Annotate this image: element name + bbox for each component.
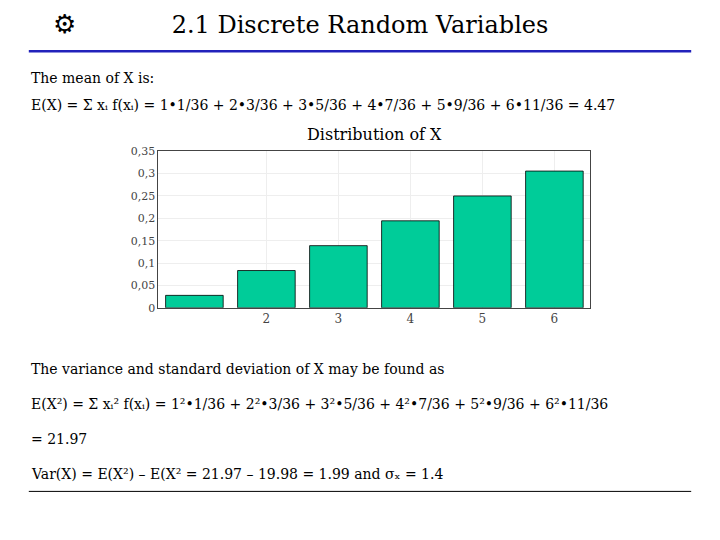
svg-text:4: 4 (407, 312, 415, 326)
svg-text:0,05: 0,05 (131, 279, 156, 292)
svg-text:0,25: 0,25 (131, 190, 156, 203)
svg-text:= 21.97: = 21.97 (31, 431, 87, 447)
svg-text:E(X) = Σ xᵢ f(xᵢ) = 1•1/36 + 2: E(X) = Σ xᵢ f(xᵢ) = 1•1/36 + 2•3/36 + 3•… (31, 97, 615, 113)
svg-text:The variance and standard devi: The variance and standard deviation of X… (31, 361, 445, 377)
svg-text:3: 3 (335, 312, 343, 326)
svg-text:0,2: 0,2 (138, 212, 156, 225)
svg-text:0,15: 0,15 (131, 235, 156, 248)
svg-text:5: 5 (479, 312, 487, 326)
svg-text:0,1: 0,1 (138, 257, 156, 270)
svg-text:0,3: 0,3 (138, 167, 156, 180)
svg-text:2.1 Discrete Random Variables: 2.1 Discrete Random Variables (172, 11, 549, 39)
svg-text:⚙: ⚙ (53, 9, 76, 39)
svg-text:E(X²) = Σ xᵢ² f(xᵢ) = 1²•1/36: E(X²) = Σ xᵢ² f(xᵢ) = 1²•1/36 + 2²•3/36 … (31, 396, 608, 412)
svg-text:Var(X) = E(X²) – E(X² = 21.97: Var(X) = E(X²) – E(X² = 21.97 – 19.98 = … (31, 466, 443, 482)
svg-text:Distribution of X: Distribution of X (307, 125, 442, 144)
svg-text:2: 2 (263, 312, 271, 326)
svg-text:The mean of X is:: The mean of X is: (31, 70, 154, 86)
svg-text:0,35: 0,35 (131, 145, 156, 158)
svg-text:6: 6 (551, 312, 559, 326)
svg-text:0: 0 (148, 302, 155, 315)
